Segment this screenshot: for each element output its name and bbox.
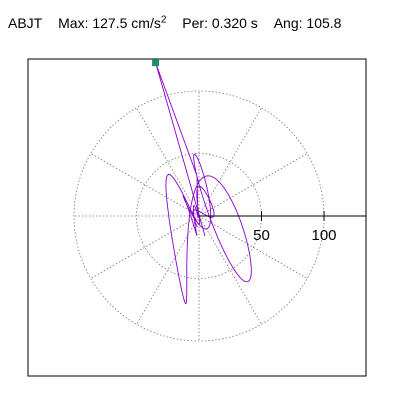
max-label: Max: — [58, 14, 89, 31]
grid-spoke — [90, 215, 200, 279]
ang-value: 105.8 — [306, 14, 342, 31]
per-label: Per: — [182, 14, 208, 31]
motion-trace-path — [155, 62, 252, 305]
peak-marker-group — [152, 59, 160, 67]
peak-marker — [152, 59, 160, 67]
radial-tick-label-50: 50 — [253, 227, 270, 244]
per-value: 0.320 s — [211, 14, 258, 31]
max-field: Max: 127.5 cm/s2 — [58, 14, 170, 31]
grid-spoke — [136, 107, 200, 217]
grid-spoke — [198, 153, 308, 217]
header: ABJT Max: 127.5 cm/s2 Per: 0.320 s Ang: … — [8, 14, 353, 31]
ang-field: Ang: 105.8 — [274, 15, 342, 31]
per-field: Per: 0.320 s — [182, 15, 261, 31]
radial-axis: 50 100 — [199, 211, 366, 244]
radial-tick-label-100: 100 — [311, 227, 336, 244]
max-value: 127.5 cm/s — [92, 14, 161, 31]
ang-label: Ang: — [273, 14, 303, 31]
particle-motion-trace — [155, 62, 252, 305]
grid-spoke — [198, 215, 262, 325]
plot-frame — [27, 58, 367, 377]
max-exponent: 2 — [160, 14, 167, 25]
station-code: ABJT — [8, 14, 43, 31]
